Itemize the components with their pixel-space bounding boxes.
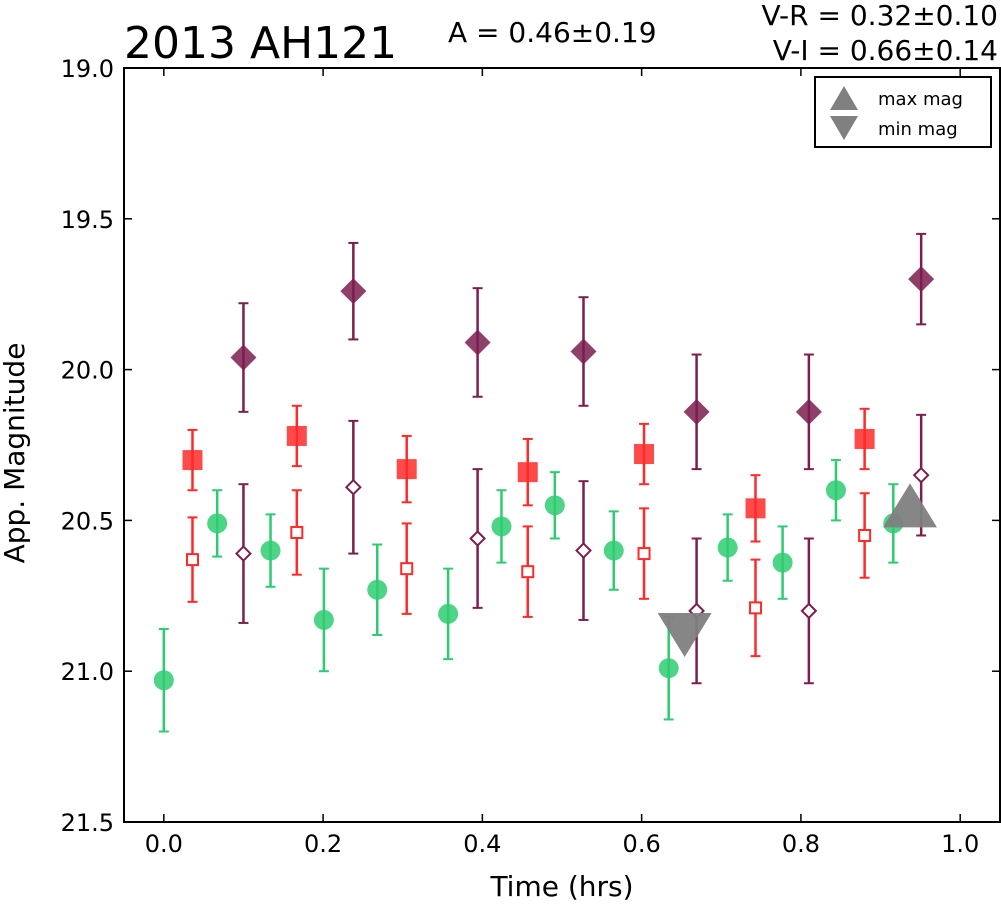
data-marks <box>153 232 938 733</box>
x-tick-label: 0.0 <box>145 830 183 858</box>
data-point <box>230 344 257 371</box>
y-tick-label: 21.5 <box>61 809 114 837</box>
x-tick-label: 0.8 <box>782 830 820 858</box>
data-point <box>344 478 362 496</box>
chart-title: 2013 AH121 <box>124 18 397 69</box>
data-point <box>207 513 228 534</box>
data-point <box>912 466 930 484</box>
data-point <box>745 498 766 519</box>
data-point <box>185 553 199 567</box>
data-point <box>235 545 252 562</box>
data-point <box>825 480 846 501</box>
data-point <box>717 537 738 558</box>
data-point <box>260 540 281 561</box>
data-point <box>575 542 592 559</box>
data-point <box>182 450 203 471</box>
data-point <box>367 579 388 600</box>
data-point <box>795 398 822 425</box>
data-point <box>544 495 565 516</box>
x-axis-label: Time (hrs) <box>489 870 633 903</box>
axis-ticks: 0.0 0.2 0.4 0.6 0.8 1.0 19.0 19.5 20.0 20.5 21.0 21… <box>61 55 1000 858</box>
max-mag-marker <box>883 483 938 528</box>
data-point <box>464 329 491 356</box>
legend-max-mag-label: max mag <box>878 89 963 110</box>
data-point <box>683 398 710 425</box>
data-point <box>313 609 334 630</box>
x-tick-label: 0.2 <box>304 830 342 858</box>
min-mag-marker <box>657 613 712 658</box>
y-tick-label: 21.0 <box>61 658 114 686</box>
data-point <box>396 459 417 480</box>
amplitude-annotation: A = 0.46±0.19 <box>448 16 657 49</box>
data-point <box>749 601 763 615</box>
data-point <box>772 552 793 573</box>
y-axis-label: App. Magnitude <box>0 343 31 564</box>
legend: max mag min mag <box>814 76 992 148</box>
data-point <box>290 525 304 539</box>
data-point <box>908 266 935 293</box>
y-tick-label: 19.0 <box>61 55 114 83</box>
data-point <box>858 528 872 542</box>
data-point <box>153 670 174 691</box>
data-point <box>637 547 651 561</box>
x-tick-label: 0.4 <box>463 830 501 858</box>
data-point <box>491 516 512 537</box>
data-point <box>521 565 535 579</box>
data-point <box>469 530 486 547</box>
legend-max-mag-marker <box>830 86 858 110</box>
x-tick-label: 1.0 <box>941 830 979 858</box>
data-point <box>438 603 459 624</box>
data-point <box>603 540 624 561</box>
data-point <box>854 428 875 449</box>
legend-min-mag-marker <box>830 116 858 140</box>
v-r-annotation: V-R = 0.32±0.10 <box>762 0 998 32</box>
y-tick-label: 20.0 <box>61 357 114 385</box>
plot-frame <box>123 67 1001 823</box>
y-tick-label: 20.5 <box>61 507 114 535</box>
data-point <box>634 444 655 465</box>
data-point <box>658 658 679 679</box>
data-point <box>517 462 538 483</box>
x-tick-label: 0.6 <box>623 830 661 858</box>
data-point <box>570 338 597 365</box>
legend-min-mag-label: min mag <box>878 119 958 140</box>
data-point <box>286 425 307 446</box>
data-point <box>800 602 818 620</box>
v-i-annotation: V-I = 0.66±0.14 <box>773 34 998 67</box>
data-point <box>400 562 414 576</box>
data-point <box>340 278 367 305</box>
y-tick-label: 19.5 <box>61 206 114 234</box>
